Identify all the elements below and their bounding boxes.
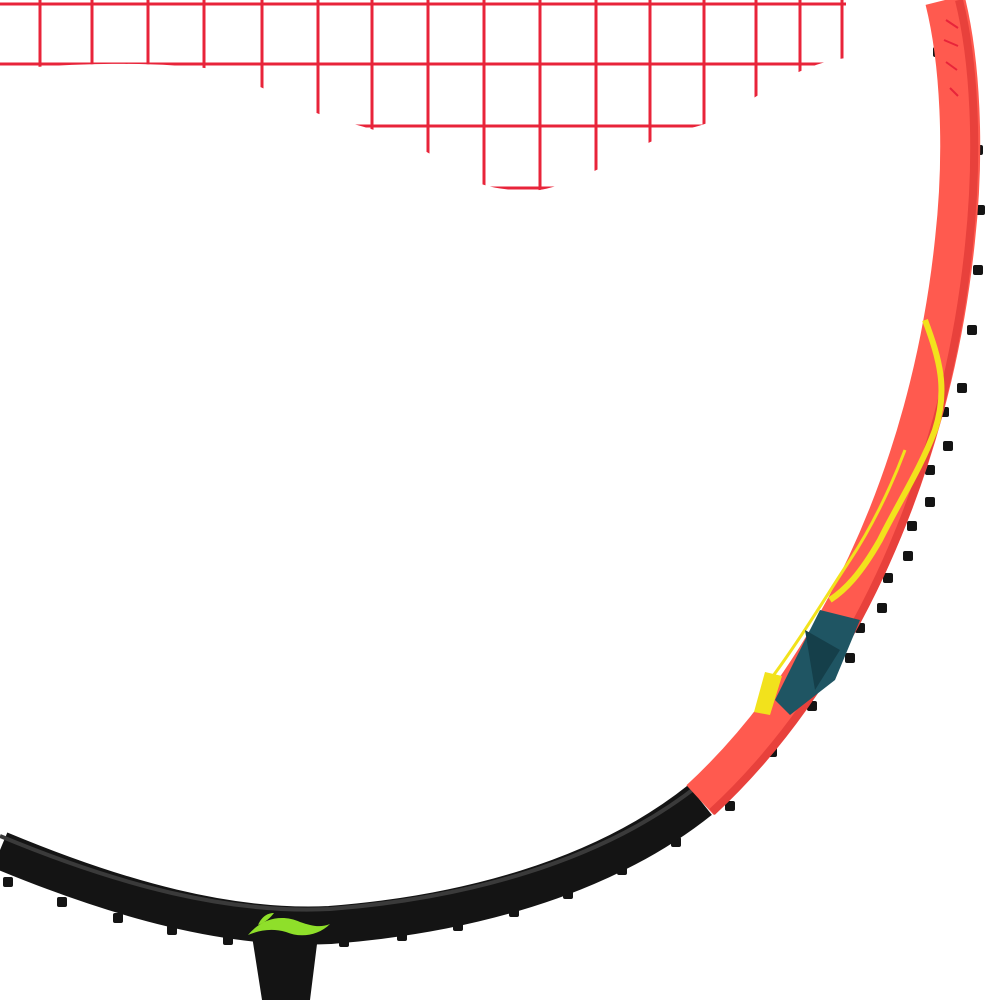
frame-yellow-stripe (828, 318, 945, 603)
grommet (903, 551, 913, 561)
grommet (943, 441, 953, 451)
grommet (973, 265, 983, 275)
brand-logo-icon (248, 913, 330, 936)
horizontal-strings (0, 2, 846, 190)
grommet (877, 603, 887, 613)
grommet (57, 897, 67, 907)
frame-black-highlight (0, 782, 702, 912)
frame-black-section (0, 785, 712, 945)
frame-yellow-stripe-2 (768, 449, 907, 681)
grommet (967, 325, 977, 335)
grommet (957, 383, 967, 393)
grommet (725, 801, 735, 811)
frame-teal-chevron (805, 630, 840, 690)
racket-throat (252, 936, 318, 1000)
string-bed (0, 0, 846, 191)
frame-yellow-patch (754, 672, 782, 715)
grommet (907, 521, 917, 531)
grommet (883, 573, 893, 583)
frame-lettering (943, 19, 959, 97)
grommet (113, 913, 123, 923)
grommet (925, 465, 935, 475)
grommet (3, 877, 13, 887)
frame-grommets (3, 29, 985, 949)
grommet (845, 653, 855, 663)
vertical-strings (38, 0, 844, 191)
grommet (925, 497, 935, 507)
frame-coral-shade (709, 0, 979, 815)
